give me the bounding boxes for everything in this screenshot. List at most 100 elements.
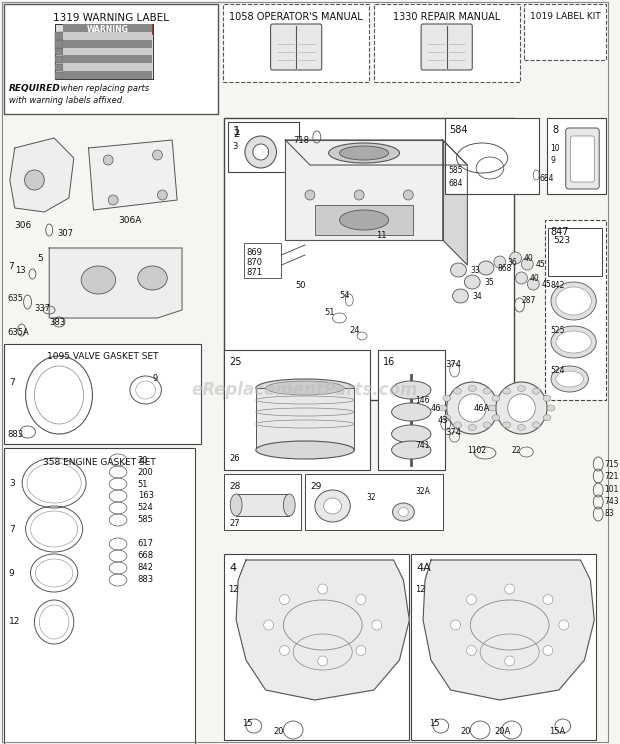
- Ellipse shape: [551, 326, 596, 358]
- Ellipse shape: [547, 405, 555, 411]
- Text: 9: 9: [153, 373, 157, 382]
- Bar: [55, 24, 154, 79]
- Circle shape: [466, 646, 476, 655]
- Text: 146: 146: [415, 396, 430, 405]
- Text: 883: 883: [138, 576, 154, 585]
- Ellipse shape: [81, 266, 115, 294]
- Bar: [55, 64, 63, 71]
- Text: 7: 7: [9, 525, 15, 533]
- Ellipse shape: [256, 379, 354, 397]
- Bar: [55, 71, 63, 79]
- Text: 15: 15: [242, 719, 252, 728]
- Ellipse shape: [25, 170, 44, 190]
- Bar: [224, 554, 409, 740]
- Circle shape: [280, 646, 290, 655]
- Ellipse shape: [157, 190, 167, 200]
- Text: 868: 868: [498, 263, 512, 272]
- Circle shape: [543, 646, 553, 655]
- Ellipse shape: [354, 190, 364, 200]
- Text: 524: 524: [138, 504, 154, 513]
- Ellipse shape: [494, 395, 502, 401]
- Ellipse shape: [443, 395, 451, 401]
- Bar: [63, 56, 151, 63]
- Ellipse shape: [494, 414, 502, 421]
- Text: 668: 668: [138, 551, 154, 560]
- Text: 32: 32: [366, 493, 376, 502]
- Circle shape: [559, 620, 569, 630]
- Text: 10: 10: [550, 144, 560, 153]
- Text: 25: 25: [229, 357, 242, 367]
- Text: 4A: 4A: [416, 563, 431, 573]
- Ellipse shape: [543, 414, 551, 421]
- Text: 721: 721: [604, 472, 619, 481]
- Circle shape: [451, 620, 461, 630]
- Ellipse shape: [508, 394, 535, 422]
- Bar: [545, 220, 606, 400]
- Bar: [55, 56, 63, 63]
- Text: WARNING: WARNING: [86, 25, 128, 33]
- Text: 374: 374: [446, 428, 462, 437]
- Ellipse shape: [392, 381, 431, 399]
- Ellipse shape: [245, 136, 277, 168]
- Text: 32A: 32A: [415, 487, 430, 496]
- Text: 7: 7: [8, 261, 14, 271]
- Text: 1: 1: [232, 124, 240, 138]
- Text: 617: 617: [138, 539, 154, 548]
- Text: 523: 523: [553, 236, 570, 245]
- Ellipse shape: [503, 388, 511, 394]
- Polygon shape: [285, 140, 467, 165]
- Ellipse shape: [392, 425, 431, 443]
- Bar: [63, 48, 151, 56]
- Text: 20: 20: [273, 728, 284, 737]
- Text: 45: 45: [541, 280, 551, 289]
- Bar: [378, 350, 445, 470]
- Text: 635: 635: [8, 293, 24, 303]
- Text: 24: 24: [349, 326, 360, 335]
- Circle shape: [280, 594, 290, 605]
- Text: 20A: 20A: [494, 728, 510, 737]
- Text: 12: 12: [9, 618, 20, 626]
- Ellipse shape: [443, 414, 451, 421]
- Ellipse shape: [556, 287, 591, 315]
- Text: 8: 8: [552, 125, 558, 135]
- Ellipse shape: [404, 190, 414, 200]
- Text: 306A: 306A: [118, 216, 141, 225]
- Text: 1058 OPERATOR'S MANUAL: 1058 OPERATOR'S MANUAL: [229, 12, 363, 22]
- Ellipse shape: [510, 252, 521, 264]
- Text: REQUIRED: REQUIRED: [9, 83, 61, 92]
- Text: 524: 524: [550, 365, 564, 374]
- Circle shape: [372, 620, 382, 630]
- Bar: [224, 350, 370, 470]
- Bar: [63, 32, 151, 39]
- Ellipse shape: [516, 272, 528, 284]
- Ellipse shape: [518, 385, 525, 391]
- Circle shape: [505, 656, 515, 666]
- Bar: [4, 448, 195, 744]
- Text: 374: 374: [446, 359, 462, 368]
- Text: 43: 43: [438, 415, 448, 425]
- Text: 35: 35: [484, 278, 494, 286]
- Text: 33: 33: [471, 266, 480, 275]
- Bar: [55, 48, 63, 56]
- Text: 26: 26: [229, 454, 240, 463]
- Text: 9: 9: [550, 155, 555, 164]
- Text: 1019 LABEL KIT: 1019 LABEL KIT: [530, 11, 601, 21]
- Bar: [224, 474, 301, 530]
- Circle shape: [264, 620, 273, 630]
- Polygon shape: [423, 560, 595, 700]
- FancyBboxPatch shape: [270, 24, 322, 70]
- Text: 34: 34: [472, 292, 482, 301]
- Text: 12: 12: [415, 585, 426, 594]
- Text: 585: 585: [449, 165, 463, 175]
- Text: 1095 VALVE GASKET SET: 1095 VALVE GASKET SET: [46, 351, 158, 361]
- Text: 200: 200: [138, 467, 154, 476]
- Text: 1330 REPAIR MANUAL: 1330 REPAIR MANUAL: [393, 12, 500, 22]
- Text: 163: 163: [138, 492, 154, 501]
- Ellipse shape: [315, 490, 350, 522]
- Bar: [223, 4, 369, 82]
- Text: 51: 51: [325, 307, 335, 316]
- Polygon shape: [236, 560, 409, 700]
- Text: 27: 27: [229, 519, 240, 528]
- Circle shape: [356, 594, 366, 605]
- Bar: [305, 474, 443, 530]
